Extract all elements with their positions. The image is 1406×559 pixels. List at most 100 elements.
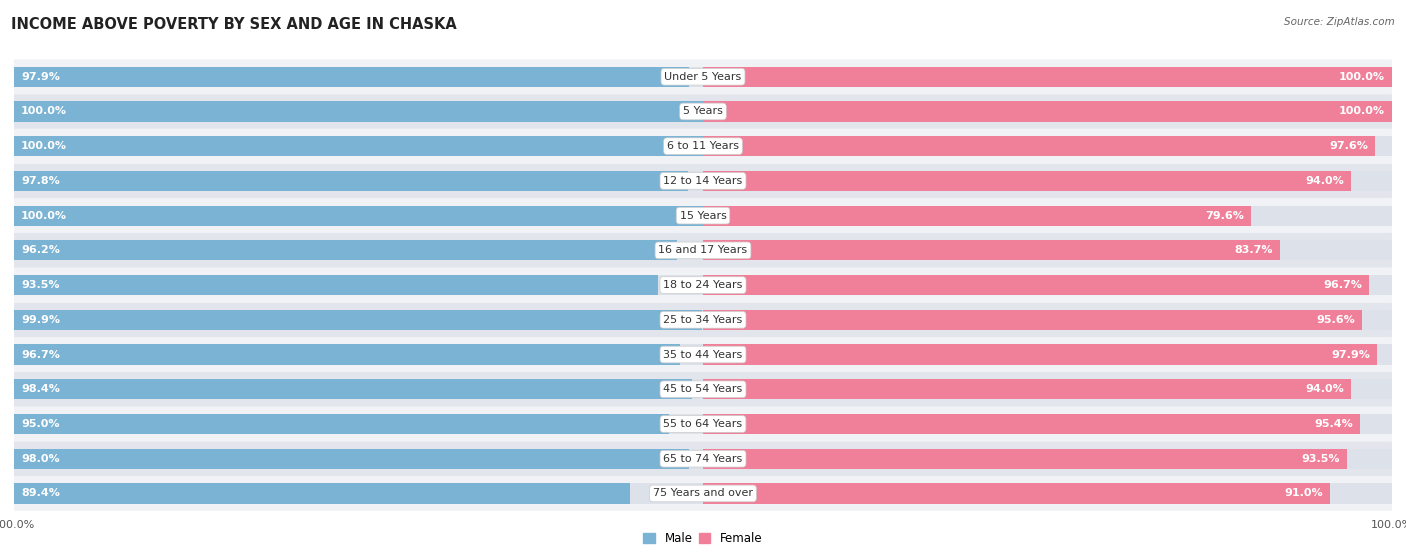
Bar [703, 344, 1392, 364]
Bar [14, 240, 703, 260]
Text: 99.9%: 99.9% [21, 315, 60, 325]
Text: 15 Years: 15 Years [679, 211, 727, 221]
Bar [703, 310, 1392, 330]
FancyBboxPatch shape [14, 129, 1392, 164]
Text: 100.0%: 100.0% [1339, 72, 1385, 82]
Text: 100.0%: 100.0% [21, 141, 67, 151]
Bar [703, 240, 1392, 260]
Text: 97.9%: 97.9% [1331, 349, 1371, 359]
Text: 6 to 11 Years: 6 to 11 Years [666, 141, 740, 151]
Text: 98.0%: 98.0% [21, 454, 59, 464]
Bar [14, 67, 689, 87]
Bar [703, 414, 1392, 434]
Text: 5 Years: 5 Years [683, 106, 723, 116]
Bar [703, 275, 1392, 295]
Bar [14, 414, 669, 434]
Text: INCOME ABOVE POVERTY BY SEX AND AGE IN CHASKA: INCOME ABOVE POVERTY BY SEX AND AGE IN C… [11, 17, 457, 32]
Text: 94.0%: 94.0% [1305, 384, 1344, 394]
Text: 89.4%: 89.4% [21, 489, 60, 499]
Bar [14, 206, 703, 226]
Bar [703, 484, 1330, 504]
FancyBboxPatch shape [14, 164, 1392, 198]
Text: Under 5 Years: Under 5 Years [665, 72, 741, 82]
Bar [14, 136, 703, 157]
Text: 79.6%: 79.6% [1205, 211, 1244, 221]
Bar [703, 171, 1351, 191]
Bar [703, 101, 1392, 121]
Text: 96.7%: 96.7% [21, 349, 60, 359]
Text: 55 to 64 Years: 55 to 64 Years [664, 419, 742, 429]
Text: 83.7%: 83.7% [1234, 245, 1272, 255]
Bar [703, 275, 1369, 295]
Text: 97.9%: 97.9% [21, 72, 60, 82]
Bar [14, 414, 703, 434]
Text: 96.2%: 96.2% [21, 245, 60, 255]
Text: 35 to 44 Years: 35 to 44 Years [664, 349, 742, 359]
Bar [14, 240, 676, 260]
Text: 75 Years and over: 75 Years and over [652, 489, 754, 499]
Bar [14, 344, 703, 364]
Bar [703, 379, 1351, 399]
Bar [703, 206, 1251, 226]
Bar [14, 275, 703, 295]
FancyBboxPatch shape [14, 372, 1392, 406]
FancyBboxPatch shape [14, 302, 1392, 337]
Text: 12 to 14 Years: 12 to 14 Years [664, 176, 742, 186]
Bar [703, 414, 1360, 434]
FancyBboxPatch shape [14, 476, 1392, 511]
Bar [14, 484, 630, 504]
Bar [14, 310, 703, 330]
Bar [14, 275, 658, 295]
Bar [14, 171, 703, 191]
Bar [703, 67, 1392, 87]
Text: 95.0%: 95.0% [21, 419, 59, 429]
Text: 95.4%: 95.4% [1315, 419, 1354, 429]
Bar [703, 310, 1361, 330]
FancyBboxPatch shape [14, 268, 1392, 302]
FancyBboxPatch shape [14, 94, 1392, 129]
Bar [703, 379, 1392, 399]
Text: 93.5%: 93.5% [21, 280, 59, 290]
Text: 100.0%: 100.0% [21, 106, 67, 116]
FancyBboxPatch shape [14, 59, 1392, 94]
Bar [14, 344, 681, 364]
Bar [703, 206, 1392, 226]
Bar [703, 449, 1347, 469]
Text: 45 to 54 Years: 45 to 54 Years [664, 384, 742, 394]
Bar [703, 101, 1392, 121]
Legend: Male, Female: Male, Female [638, 527, 768, 549]
FancyBboxPatch shape [14, 337, 1392, 372]
Bar [14, 310, 703, 330]
Text: 16 and 17 Years: 16 and 17 Years [658, 245, 748, 255]
Bar [14, 136, 703, 157]
Text: Source: ZipAtlas.com: Source: ZipAtlas.com [1284, 17, 1395, 27]
Text: 18 to 24 Years: 18 to 24 Years [664, 280, 742, 290]
Text: 95.6%: 95.6% [1316, 315, 1355, 325]
Bar [703, 449, 1392, 469]
FancyBboxPatch shape [14, 406, 1392, 442]
FancyBboxPatch shape [14, 233, 1392, 268]
Bar [14, 171, 688, 191]
Bar [703, 484, 1392, 504]
Bar [14, 101, 703, 121]
Text: 97.6%: 97.6% [1330, 141, 1368, 151]
Text: 100.0%: 100.0% [1339, 106, 1385, 116]
Bar [14, 67, 703, 87]
Text: 65 to 74 Years: 65 to 74 Years [664, 454, 742, 464]
Text: 93.5%: 93.5% [1302, 454, 1340, 464]
Bar [14, 484, 703, 504]
Text: 25 to 34 Years: 25 to 34 Years [664, 315, 742, 325]
FancyBboxPatch shape [14, 198, 1392, 233]
Text: 97.8%: 97.8% [21, 176, 59, 186]
Text: 98.4%: 98.4% [21, 384, 60, 394]
Bar [703, 67, 1392, 87]
Bar [703, 136, 1375, 157]
Text: 100.0%: 100.0% [21, 211, 67, 221]
Text: 91.0%: 91.0% [1285, 489, 1323, 499]
Bar [703, 240, 1279, 260]
Bar [14, 206, 703, 226]
Bar [14, 379, 703, 399]
Bar [14, 101, 703, 121]
Bar [14, 449, 703, 469]
Text: 94.0%: 94.0% [1305, 176, 1344, 186]
